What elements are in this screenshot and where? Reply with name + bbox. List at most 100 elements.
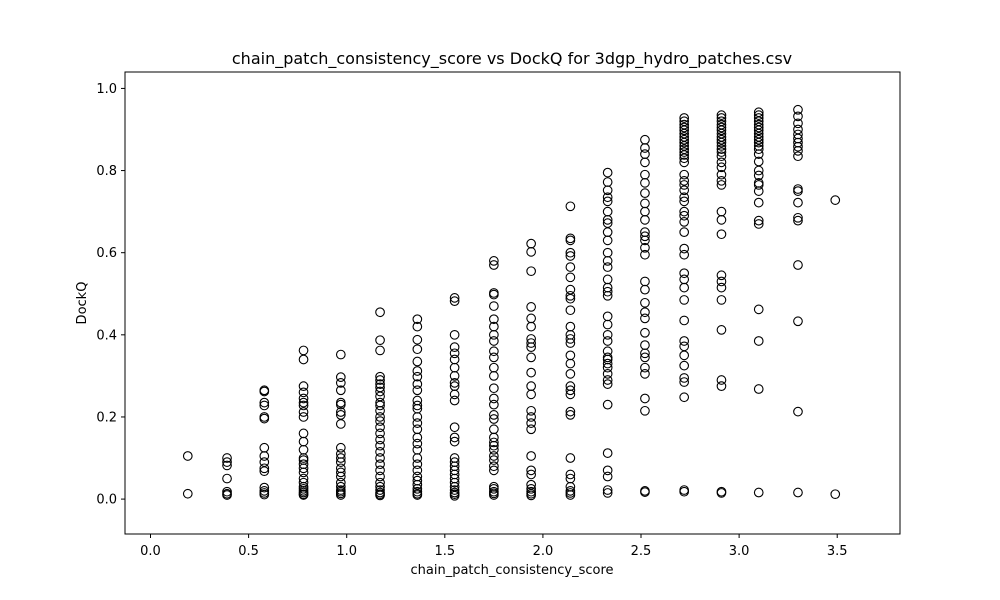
- data-point: [489, 451, 499, 461]
- data-point: [298, 400, 309, 411]
- data-point: [716, 175, 727, 186]
- data-point: [298, 490, 309, 500]
- data-point: [489, 336, 499, 346]
- data-point: [375, 434, 385, 445]
- data-point: [412, 334, 423, 345]
- data-point: [679, 373, 690, 383]
- data-point: [679, 185, 690, 196]
- data-point: [526, 321, 536, 332]
- plot-area-frame: [124, 71, 901, 535]
- data-point: [716, 180, 727, 190]
- data-point: [753, 137, 764, 148]
- data-point: [679, 122, 690, 133]
- data-point: [412, 418, 423, 428]
- data-point: [412, 453, 423, 463]
- data-point: [640, 313, 650, 324]
- data-point: [793, 111, 803, 122]
- data-point: [716, 214, 727, 225]
- data-point: [793, 406, 803, 417]
- data-point: [412, 356, 423, 367]
- data-point: [489, 437, 499, 448]
- data-point: [375, 477, 385, 488]
- x-axis-label: chain_patch_consistency_score: [410, 563, 613, 578]
- data-point: [793, 212, 803, 223]
- x-tick-label: 2.5: [631, 544, 652, 559]
- data-point: [412, 490, 423, 500]
- data-point: [335, 399, 346, 410]
- data-point: [375, 453, 385, 463]
- data-point: [565, 389, 576, 400]
- data-point: [602, 286, 613, 297]
- data-point: [298, 381, 309, 392]
- data-point: [449, 378, 460, 388]
- data-point: [489, 383, 499, 394]
- data-point: [716, 169, 727, 180]
- data-point: [679, 377, 690, 387]
- data-point: [602, 485, 613, 495]
- data-point: [679, 175, 690, 186]
- data-point: [753, 122, 764, 133]
- data-point: [640, 188, 650, 198]
- data-point: [679, 150, 690, 160]
- data-point: [526, 451, 536, 461]
- data-point: [565, 272, 576, 283]
- data-point: [526, 352, 536, 363]
- data-point: [526, 465, 536, 476]
- data-point: [602, 362, 613, 373]
- data-point: [489, 483, 499, 494]
- data-point: [602, 358, 613, 369]
- data-point: [335, 471, 346, 482]
- data-point: [753, 197, 764, 208]
- data-point: [793, 215, 803, 226]
- data-point: [640, 284, 650, 295]
- data-point: [412, 465, 423, 476]
- data-point: [489, 329, 499, 340]
- data-point: [716, 137, 727, 148]
- data-point: [716, 270, 727, 281]
- data-point: [375, 307, 385, 318]
- data-point: [716, 125, 727, 136]
- data-point: [640, 393, 650, 404]
- data-point: [602, 488, 613, 498]
- data-point: [753, 110, 764, 120]
- data-point: [449, 342, 460, 353]
- data-point: [753, 170, 764, 181]
- data-point: [526, 412, 536, 422]
- data-point: [679, 206, 690, 217]
- data-point: [259, 482, 270, 493]
- chart-title: chain_patch_consistency_score vs DockQ f…: [232, 49, 792, 69]
- data-point: [679, 196, 690, 207]
- x-axis-ticks: 0.0 0.5 1.0 1.5 2.0 2.5 3.0 3.5: [140, 534, 848, 559]
- data-point: [222, 473, 232, 484]
- data-point: [259, 413, 270, 424]
- data-point: [679, 249, 690, 260]
- data-point: [375, 335, 385, 346]
- data-point: [526, 342, 536, 353]
- data-point: [335, 419, 346, 429]
- data-point: [375, 471, 385, 482]
- data-point: [375, 416, 385, 426]
- data-point: [716, 110, 727, 120]
- x-tick-label: 3.5: [827, 544, 848, 559]
- data-point: [565, 293, 576, 304]
- data-point: [335, 453, 346, 463]
- data-point: [602, 290, 613, 301]
- data-point: [298, 467, 309, 478]
- data-point: [412, 438, 423, 449]
- data-point: [640, 327, 650, 338]
- data-point: [335, 467, 346, 478]
- data-point: [716, 162, 727, 173]
- data-point: [679, 217, 690, 227]
- data-point: [449, 485, 460, 495]
- data-point: [412, 314, 423, 325]
- data-point: [679, 360, 690, 371]
- data-point: [602, 471, 613, 482]
- data-point: [526, 424, 536, 435]
- data-point: [716, 141, 727, 151]
- data-point: [640, 352, 650, 363]
- data-point: [526, 338, 536, 348]
- data-point: [753, 487, 764, 498]
- data-point: [375, 379, 385, 389]
- data-point: [640, 214, 650, 225]
